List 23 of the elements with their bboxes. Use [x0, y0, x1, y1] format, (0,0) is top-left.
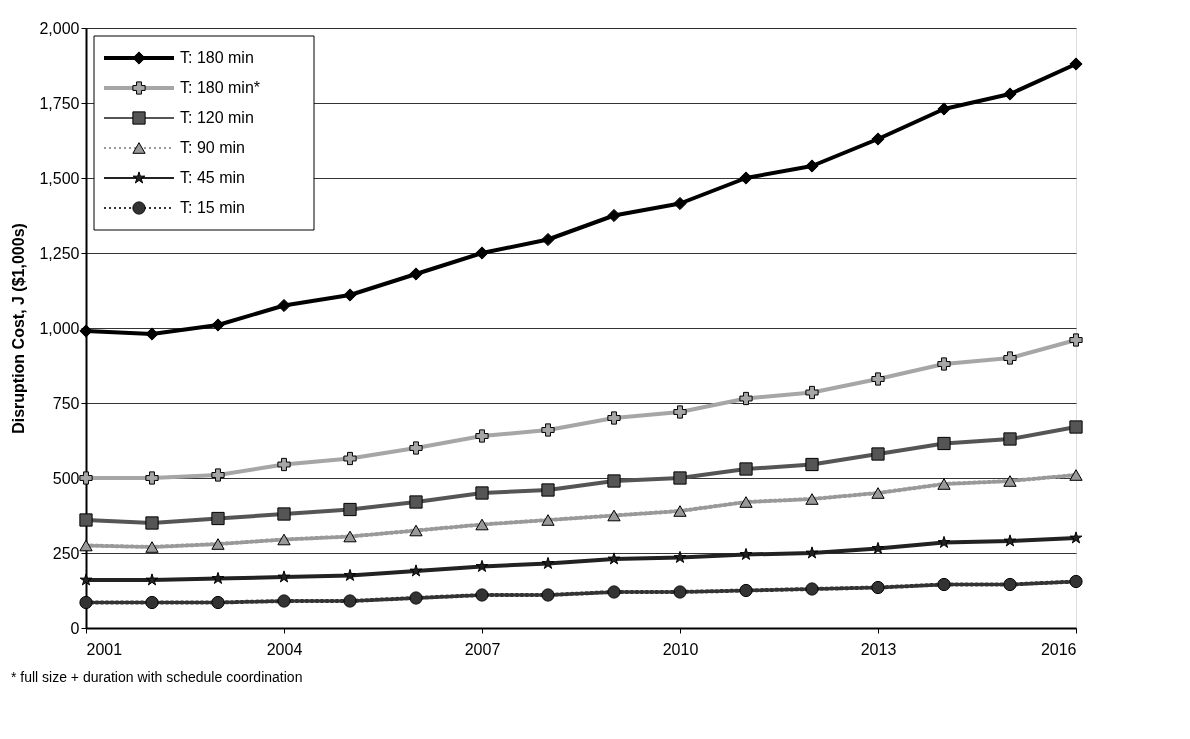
y-tick-label: 750 — [52, 394, 80, 412]
text: * full size + duration with schedule coordination — [10, 669, 303, 685]
y-tick-label: 1,000 — [39, 319, 80, 337]
legend-label: T: 45 min — [180, 169, 245, 186]
legend-label: T: 120 min — [180, 109, 254, 126]
x-tick-label: 2004 — [266, 640, 303, 658]
x-tick-label: 2001 — [86, 640, 123, 658]
y-axis-title: Disruption Cost, J ($1,000s) — [10, 223, 28, 434]
y-tick-label: 500 — [52, 469, 80, 487]
y-tick-label: 2,000 — [39, 19, 80, 37]
y-tick-label: 1,250 — [39, 244, 80, 262]
legend-label: T: 90 min — [180, 139, 245, 156]
legend-label: T: 180 min* — [180, 79, 261, 96]
x-tick-label: 2010 — [662, 640, 699, 658]
legend-label: T: 180 min — [180, 49, 254, 66]
y-tick-label: 1,500 — [39, 169, 80, 187]
x-tick-label: 2013 — [860, 640, 897, 658]
y-tick-label: 0 — [70, 619, 80, 637]
y-tick-label: 1,750 — [39, 94, 80, 112]
y-tick-label: 250 — [52, 544, 80, 562]
x-tick-label: 2016 — [1040, 640, 1077, 658]
x-tick-label: 2007 — [464, 640, 501, 658]
legend-label: T: 15 min — [180, 199, 245, 216]
